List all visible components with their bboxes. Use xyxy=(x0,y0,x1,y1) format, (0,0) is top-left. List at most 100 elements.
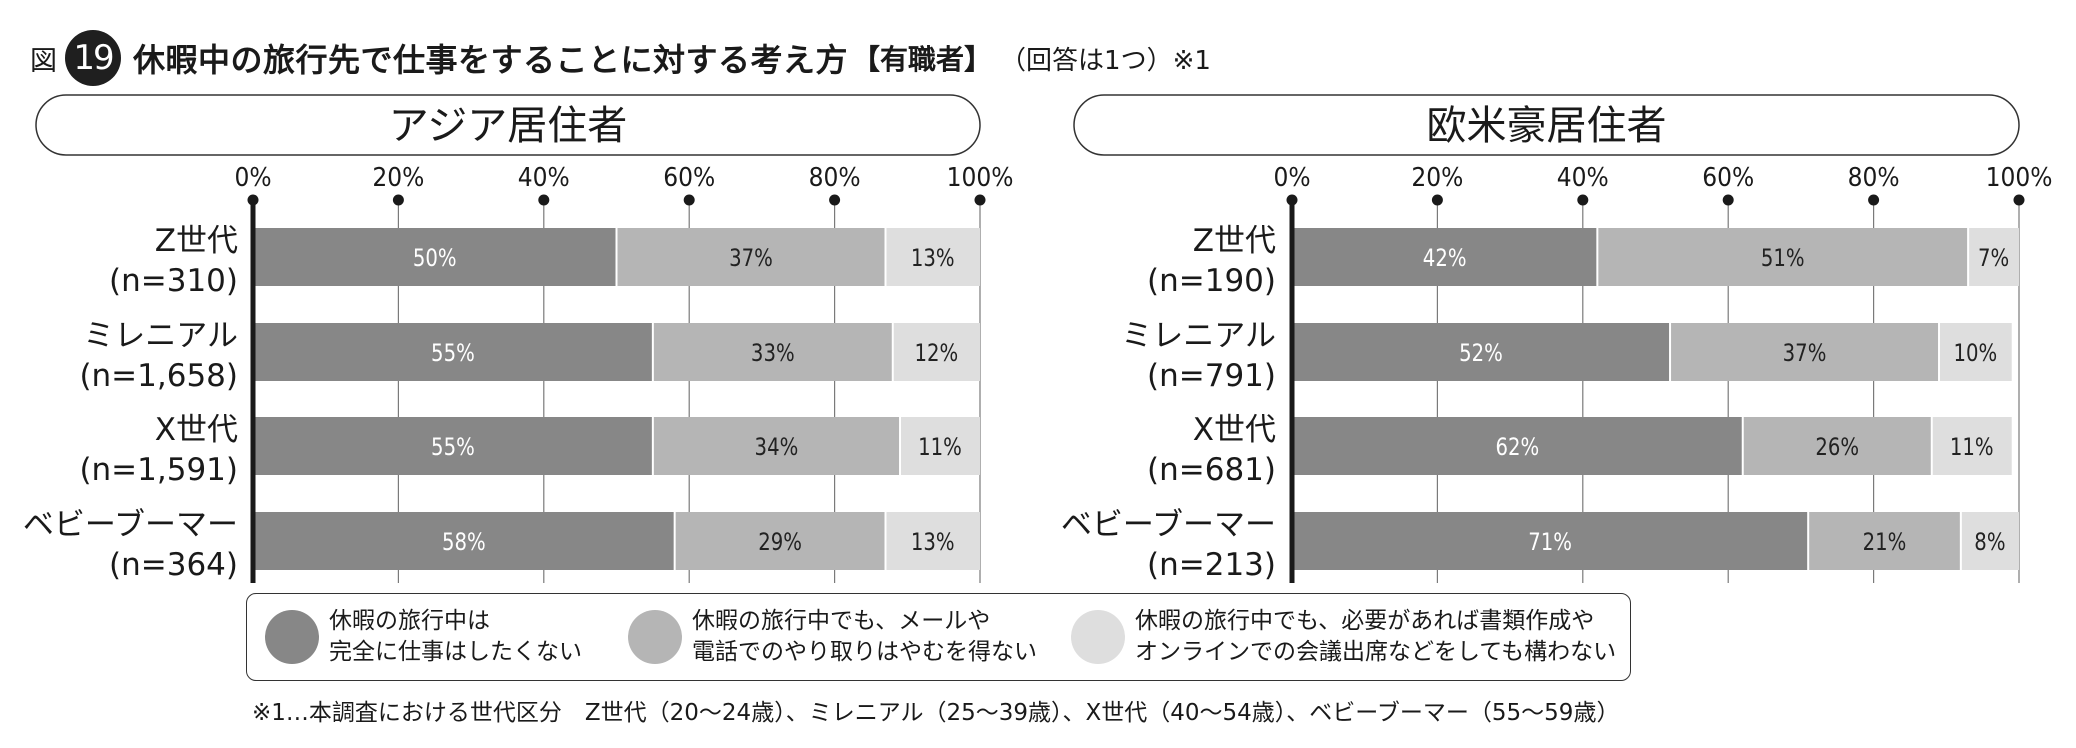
category-label: ミレニアル xyxy=(83,318,238,354)
category-sample-size: (n=310) xyxy=(109,263,238,299)
category-sample-size: (n=364) xyxy=(109,547,238,583)
bar-segment xyxy=(253,512,675,570)
tick-label: 20% xyxy=(1411,163,1463,193)
data-label: 11% xyxy=(1950,434,1994,461)
category-label: Z世代 xyxy=(155,223,238,259)
data-label: 12% xyxy=(915,340,959,367)
tick-label: 60% xyxy=(663,163,715,193)
data-label: 37% xyxy=(729,245,773,272)
bar-segment xyxy=(1939,323,2012,381)
figure-number-badge: 19 xyxy=(65,30,121,86)
tick-label: 100% xyxy=(947,163,1014,193)
figure-prefix: 図 xyxy=(30,45,57,77)
figure-title-note: （回答は1つ）※1 xyxy=(1000,45,1211,76)
bar-segment xyxy=(1670,323,1940,381)
legend-label-line: 完全に仕事はしたくない xyxy=(329,639,582,665)
data-label: 33% xyxy=(751,340,795,367)
category-label: ベビーブーマー xyxy=(23,507,238,543)
data-label: 34% xyxy=(755,434,799,461)
bar-segment xyxy=(1931,417,2012,475)
tick-label: 40% xyxy=(518,163,570,193)
tick-dot xyxy=(538,194,550,206)
tick-dot xyxy=(1431,194,1443,206)
panel-title: 欧米豪居住者 xyxy=(1427,103,1667,149)
data-label: 55% xyxy=(431,434,475,461)
legend-label-line: 休暇の旅行中でも、メールや xyxy=(692,608,991,634)
data-label: 13% xyxy=(911,529,955,556)
category-label: ミレニアル xyxy=(1121,318,1276,354)
tick-dot xyxy=(974,194,986,206)
category-label: Z世代 xyxy=(1193,223,1276,259)
data-label: 62% xyxy=(1496,434,1540,461)
tick-label: 100% xyxy=(1986,163,2053,193)
tick-dot xyxy=(2013,194,2025,206)
legend-label-line: 休暇の旅行中でも、必要があれば書類作成や xyxy=(1135,608,1595,634)
category-label: X世代 xyxy=(155,412,238,448)
data-label: 71% xyxy=(1528,529,1572,556)
panel-title-frame xyxy=(1073,94,2020,156)
bar-segment xyxy=(1742,417,1932,475)
data-label: 58% xyxy=(442,529,486,556)
data-label: 8% xyxy=(1974,529,2005,556)
data-label: 42% xyxy=(1423,245,1467,272)
legend-item-email-ok: 休暇の旅行中でも、メールや 電話でのやり取りはやむを得ない xyxy=(628,594,1037,680)
category-sample-size: (n=791) xyxy=(1147,358,1276,394)
figure-title: 図 19 休暇中の旅行先で仕事をすることに対する考え方 【有職者】 （回答は1つ… xyxy=(30,28,1211,88)
category-label: ベビーブーマー xyxy=(1061,507,1276,543)
data-label: 11% xyxy=(918,434,962,461)
data-label: 26% xyxy=(1815,434,1859,461)
bar-segment xyxy=(253,228,617,286)
tick-label: 0% xyxy=(1273,163,1310,193)
panel-title-frame xyxy=(35,94,981,156)
bar-segment xyxy=(253,417,653,475)
bar-segment xyxy=(1292,417,1743,475)
category-label: X世代 xyxy=(1193,412,1276,448)
bar-segment xyxy=(1808,512,1961,570)
bar-segment xyxy=(885,228,980,286)
tick-dot xyxy=(683,194,695,206)
stacked-bar-charts: アジア居住者 0% 20% 40% 60% 80% 100% 50% 37% 13% Z世代 (n=3… xyxy=(23,94,2053,583)
category-sample-size: (n=681) xyxy=(1147,452,1276,488)
category-sample-size: (n=213) xyxy=(1147,547,1276,583)
legend-label-line: 休暇の旅行中は xyxy=(329,608,490,634)
bar-segment xyxy=(1292,512,1809,570)
tick-label: 20% xyxy=(372,163,424,193)
bar-segment xyxy=(616,228,886,286)
data-label: 21% xyxy=(1863,529,1907,556)
legend-swatch-no-work xyxy=(265,610,319,664)
bar-segment xyxy=(1960,512,2019,570)
bar-segment xyxy=(1292,323,1671,381)
legend-swatch-email-ok xyxy=(628,610,682,664)
bar-segment xyxy=(652,417,901,475)
tick-dot xyxy=(1868,194,1880,206)
tick-dot xyxy=(1722,194,1734,206)
bar-segment xyxy=(652,323,893,381)
tick-label: 40% xyxy=(1557,163,1609,193)
footnote: ※1…本調査における世代区分 Z世代（20〜24歳）、ミレニアル（25〜39歳）… xyxy=(252,700,1620,726)
bar-segment xyxy=(892,323,980,381)
data-label: 37% xyxy=(1783,340,1827,367)
category-sample-size: (n=1,658) xyxy=(79,358,238,394)
data-label: 29% xyxy=(758,529,802,556)
tick-label: 0% xyxy=(234,163,271,193)
tick-dot xyxy=(1577,194,1589,206)
bar-segment xyxy=(1968,228,2019,286)
legend-swatch-work-ok xyxy=(1071,610,1125,664)
figure-title-main: 休暇中の旅行先で仕事をすることに対する考え方 xyxy=(133,41,849,79)
panel-title: アジア居住者 xyxy=(389,103,627,149)
legend-label-line: 電話でのやり取りはやむを得ない xyxy=(692,639,1037,665)
bar-segment xyxy=(885,512,980,570)
category-sample-size: (n=1,591) xyxy=(79,452,238,488)
tick-label: 80% xyxy=(809,163,861,193)
data-label: 51% xyxy=(1761,245,1805,272)
figure-title-group: 【有職者】 xyxy=(852,43,993,76)
legend-item-no-work: 休暇の旅行中は 完全に仕事はしたくない xyxy=(265,594,582,680)
tick-label: 60% xyxy=(1702,163,1754,193)
data-label: 55% xyxy=(431,340,475,367)
data-label: 7% xyxy=(1978,245,2009,272)
tick-dot xyxy=(829,194,841,206)
bar-segment xyxy=(1597,228,1969,286)
legend-item-work-ok: 休暇の旅行中でも、必要があれば書類作成や オンラインでの会議出席などをしても構わ… xyxy=(1071,594,1616,680)
bar-segment xyxy=(253,323,653,381)
bar-segment xyxy=(900,417,980,475)
